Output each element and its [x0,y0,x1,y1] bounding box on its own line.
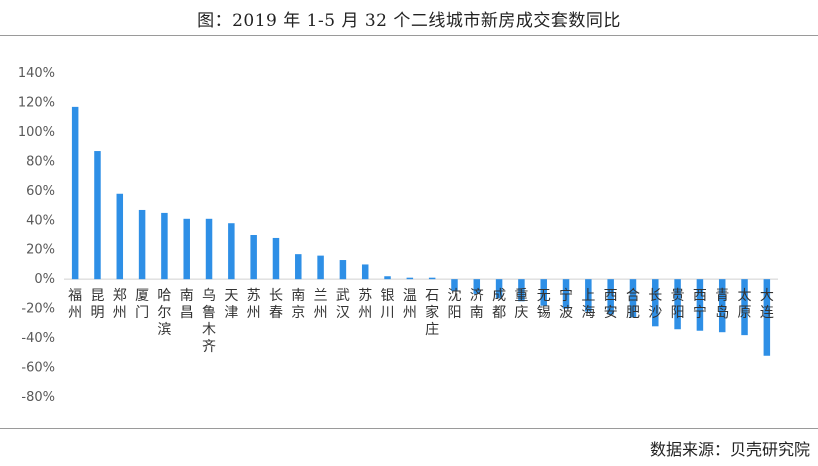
bar [250,235,257,280]
category-label: 上海 [581,288,595,321]
category-label: 贵阳 [671,288,685,321]
category-label: 天津 [224,288,238,321]
bar [451,279,458,291]
category-label: 成都 [492,288,506,321]
bar [741,279,748,336]
category-label: 长春 [269,288,283,321]
bar [718,279,726,333]
category-label: 青岛 [715,288,729,321]
bar [116,193,124,280]
category-label: 宁波 [559,287,573,321]
bar [428,277,436,280]
bar [205,218,213,280]
bar [652,279,659,327]
category-label: 银川 [381,288,395,321]
y-tick-label: 60% [26,184,55,199]
category-label: 兰州 [314,288,328,321]
bar [629,279,637,318]
category-label: 太原 [738,288,752,321]
y-tick-label: 80% [26,154,55,169]
category-label: 苏州 [358,288,372,321]
category-label: 厦门 [135,288,149,321]
bar [607,279,614,315]
bottom-rule [0,428,818,429]
bar [696,279,704,331]
category-label: 哈尔滨 [157,288,171,338]
y-tick-label: 100% [18,125,55,140]
bar [473,279,481,294]
bar [406,277,414,280]
category-label: 沈阳 [447,288,461,321]
category-label: 南京 [291,288,305,321]
bar [339,260,347,280]
category-label: 昆明 [90,288,104,321]
bar [562,279,570,309]
bar [763,279,771,356]
bar [71,106,79,280]
bar [138,209,146,280]
y-tick-label: -20% [21,302,55,317]
y-tick-label: 0% [34,272,55,287]
bar [674,279,681,330]
category-label: 西安 [604,288,618,321]
bar [161,212,168,280]
source-note: 数据来源：贝壳研究院 [649,440,810,459]
y-tick-label: 40% [26,213,55,228]
y-tick-label: 120% [18,95,55,110]
chart-title: 图：2019 年 1-5 月 32 个二线城市新房成交套数同比 [197,11,621,31]
bar [94,151,101,280]
y-tick-label: -80% [21,390,55,405]
category-label: 无锡 [537,288,551,321]
bar [317,255,324,280]
category-label: 温州 [403,288,417,321]
bar [295,254,302,280]
y-tick-label: 140% [18,66,55,81]
category-label: 重庆 [514,288,528,321]
category-label: 南昌 [180,288,194,321]
bar [228,223,235,280]
y-tick-label: -60% [21,361,55,376]
category-label: 石家庄 [425,288,439,338]
category-label: 福州 [68,288,82,321]
bar [585,279,592,312]
bar [518,279,525,302]
bar [272,237,280,280]
category-label: 西宁 [693,288,707,321]
category-label: 乌鲁木齐 [202,288,216,355]
category-label: 苏州 [247,288,261,321]
bar [495,279,503,299]
category-label: 合肥 [626,288,640,321]
top-rule [0,35,818,36]
bar [540,279,547,306]
category-label: 大连 [760,288,774,321]
bar [361,264,369,280]
category-label: 郑州 [113,288,127,321]
category-label: 济南 [470,288,484,321]
y-tick-label: -40% [21,331,55,346]
bar [384,276,391,280]
category-label: 武汉 [336,288,350,321]
y-tick-label: 20% [26,243,55,258]
bar [183,218,190,280]
category-label: 长沙 [648,288,662,321]
